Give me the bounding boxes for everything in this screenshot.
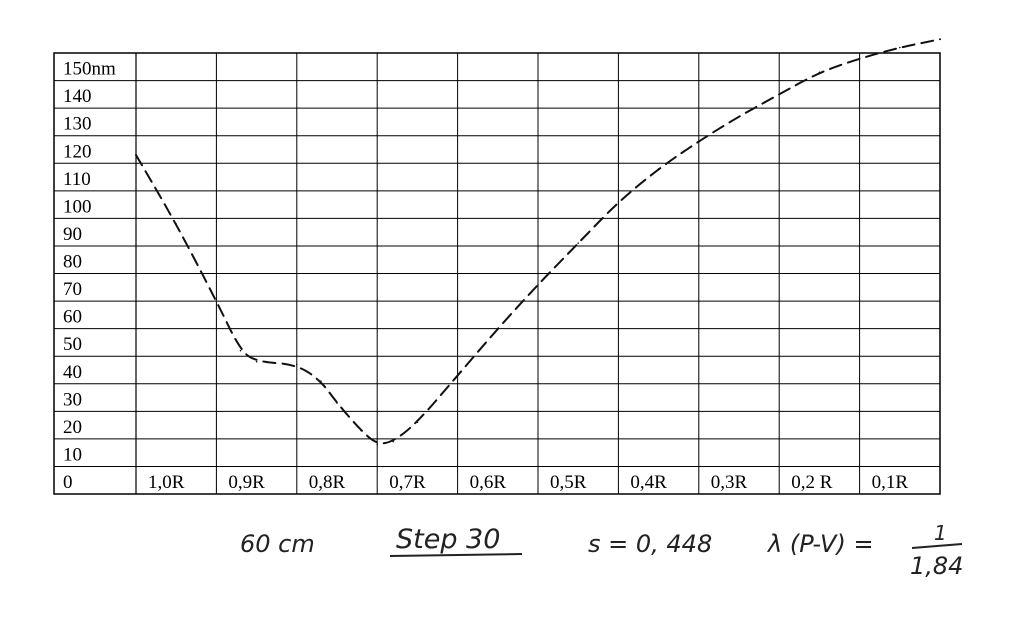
series-line (135, 38, 941, 445)
x-tick-label: 0,2 R (791, 472, 833, 493)
data-point (818, 71, 821, 74)
y-tick-label: 20 (63, 417, 82, 438)
data-point (939, 38, 941, 41)
y-tick-label: 50 (63, 334, 82, 355)
x-tick-label: 0,4R (630, 472, 667, 493)
y-tick-label: 140 (63, 86, 92, 107)
data-point (657, 167, 660, 170)
data-point (497, 327, 499, 330)
data-point (376, 443, 379, 446)
x-tick-label: 0,7R (389, 472, 426, 493)
lambda-denominator: 1,84 (910, 552, 963, 580)
y-tick-label: 90 (63, 224, 82, 245)
data-point (456, 374, 459, 377)
lambda-numerator: 1 (934, 521, 947, 545)
y-tick-label: 10 (63, 444, 82, 465)
step-underline (389, 553, 523, 557)
data-point (738, 115, 740, 118)
data-point (175, 223, 177, 225)
x-tick-label: 0,5R (550, 472, 587, 493)
y-tick-label: 60 (63, 307, 82, 328)
x-tick-label: 0,9R (228, 472, 265, 493)
data-point (617, 201, 620, 203)
data-point (296, 363, 298, 366)
data-point (577, 242, 579, 244)
data-point (778, 93, 780, 96)
data-point (239, 349, 242, 352)
data-point (416, 421, 419, 424)
data-point (392, 440, 395, 443)
data-point (336, 402, 338, 404)
fraction-bar (911, 543, 963, 549)
data-point (537, 283, 539, 286)
y-tick-label: 120 (63, 141, 92, 162)
lambda-annotation: λ (P-V) = (766, 530, 874, 558)
data-point (360, 429, 362, 432)
x-tick-label: 0,6R (470, 472, 507, 493)
data-point (899, 46, 901, 49)
y-tick-label: 70 (63, 279, 82, 300)
x-tick-label: 0,8R (309, 472, 346, 493)
chart-grid (53, 52, 941, 495)
x-tick-label: 0,1R (872, 472, 909, 493)
x-tick-label: 1,0R (148, 472, 185, 493)
data-point (215, 300, 218, 302)
y-tick-label: 30 (63, 389, 82, 410)
handwritten-annotations: 60 cm Step 30 s = 0, 448 λ (P-V) = 1 1,8… (240, 521, 963, 580)
y-tick-label: 150nm (63, 59, 116, 80)
x-tick-label: 0,3R (711, 472, 748, 493)
y-tick-label: 110 (63, 169, 91, 190)
s-value-annotation: s = 0, 448 (588, 530, 712, 558)
y-tick-label: 40 (63, 362, 82, 383)
data-point (135, 154, 137, 156)
series-group (135, 38, 941, 446)
data-point (320, 380, 322, 382)
y-tick-label: 100 (63, 196, 92, 217)
y-tick-label: 130 (63, 114, 92, 135)
distance-annotation: 60 cm (240, 530, 315, 558)
y-tick-label: 0 (63, 472, 73, 493)
x-tick-labels: 1,0R 0,9R 0,8R 0,7R 0,6R 0,5R 0,4R 0,3R 0,2 R 0,1… (148, 472, 908, 493)
step-annotation: Step 30 (396, 524, 500, 555)
y-tick-label: 80 (63, 252, 82, 273)
data-point (698, 140, 700, 142)
data-point (858, 57, 861, 60)
data-point (255, 360, 258, 363)
